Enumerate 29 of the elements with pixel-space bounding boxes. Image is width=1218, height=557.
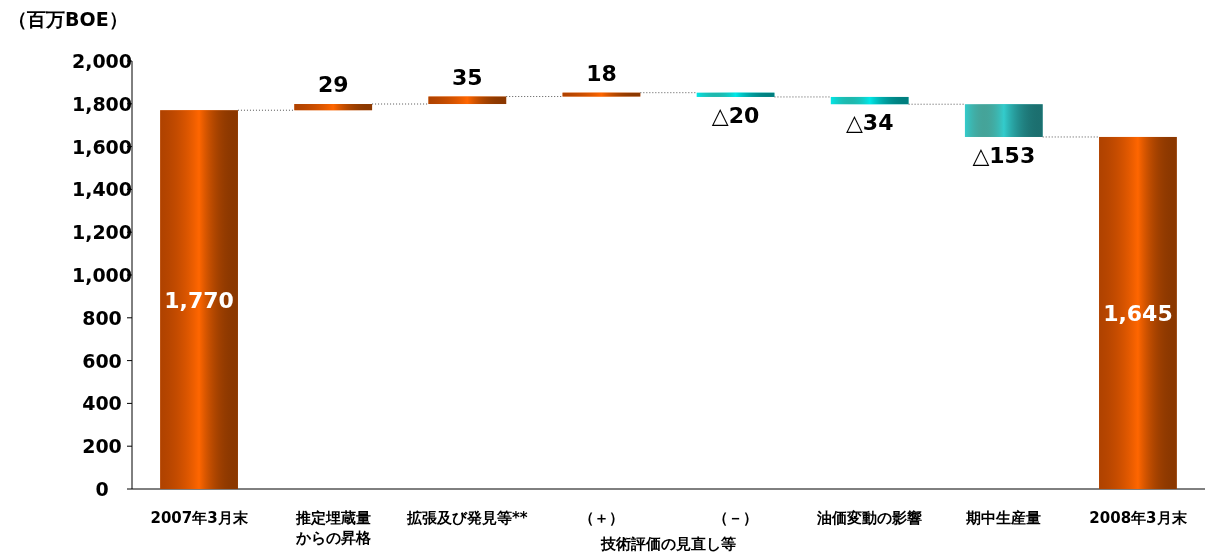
y-tick-label: 1,000 xyxy=(71,264,133,286)
y-tick-label: 1,800 xyxy=(71,92,133,115)
y-axis-title: （百万BOE） xyxy=(8,8,128,30)
x-tick-label: （－） xyxy=(713,509,759,527)
data-label: △20 xyxy=(711,102,760,128)
x-tick-label: 期中生産量 xyxy=(965,509,1042,527)
y-tick-label: 600 xyxy=(82,349,122,372)
data-label: 18 xyxy=(586,60,617,86)
x-tick-label: 2008年3月末 xyxy=(1089,509,1188,527)
y-tick-label: 1,200 xyxy=(71,221,133,244)
y-tick-label: 400 xyxy=(82,392,122,415)
x-tick-label: 油価変動の影響 xyxy=(816,509,923,527)
x-tick-label: （＋） xyxy=(578,509,624,527)
data-label: 29 xyxy=(317,72,349,98)
data-label: 1,770 xyxy=(164,287,234,313)
data-label: △34 xyxy=(845,110,894,136)
data-label: 35 xyxy=(452,64,483,90)
x-tick-label: 推定埋蔵量からの昇格 xyxy=(294,509,372,547)
y-tick-label: 800 xyxy=(82,306,122,329)
y-tick-label: 200 xyxy=(82,435,122,458)
data-label: 1,645 xyxy=(1103,300,1173,326)
data-label: △153 xyxy=(972,142,1036,168)
y-tick-label: 2,000 xyxy=(71,50,133,72)
x-tick-label: 2007年3月末 xyxy=(150,509,249,527)
y-tick-label: 1,600 xyxy=(71,135,133,158)
x-tick-label: 拡張及び発見等** xyxy=(405,509,528,527)
text: 技術評価の見直し等 xyxy=(600,535,736,553)
y-tick-label: 0 xyxy=(95,478,109,500)
y-tick-label: 1,400 xyxy=(71,178,133,201)
